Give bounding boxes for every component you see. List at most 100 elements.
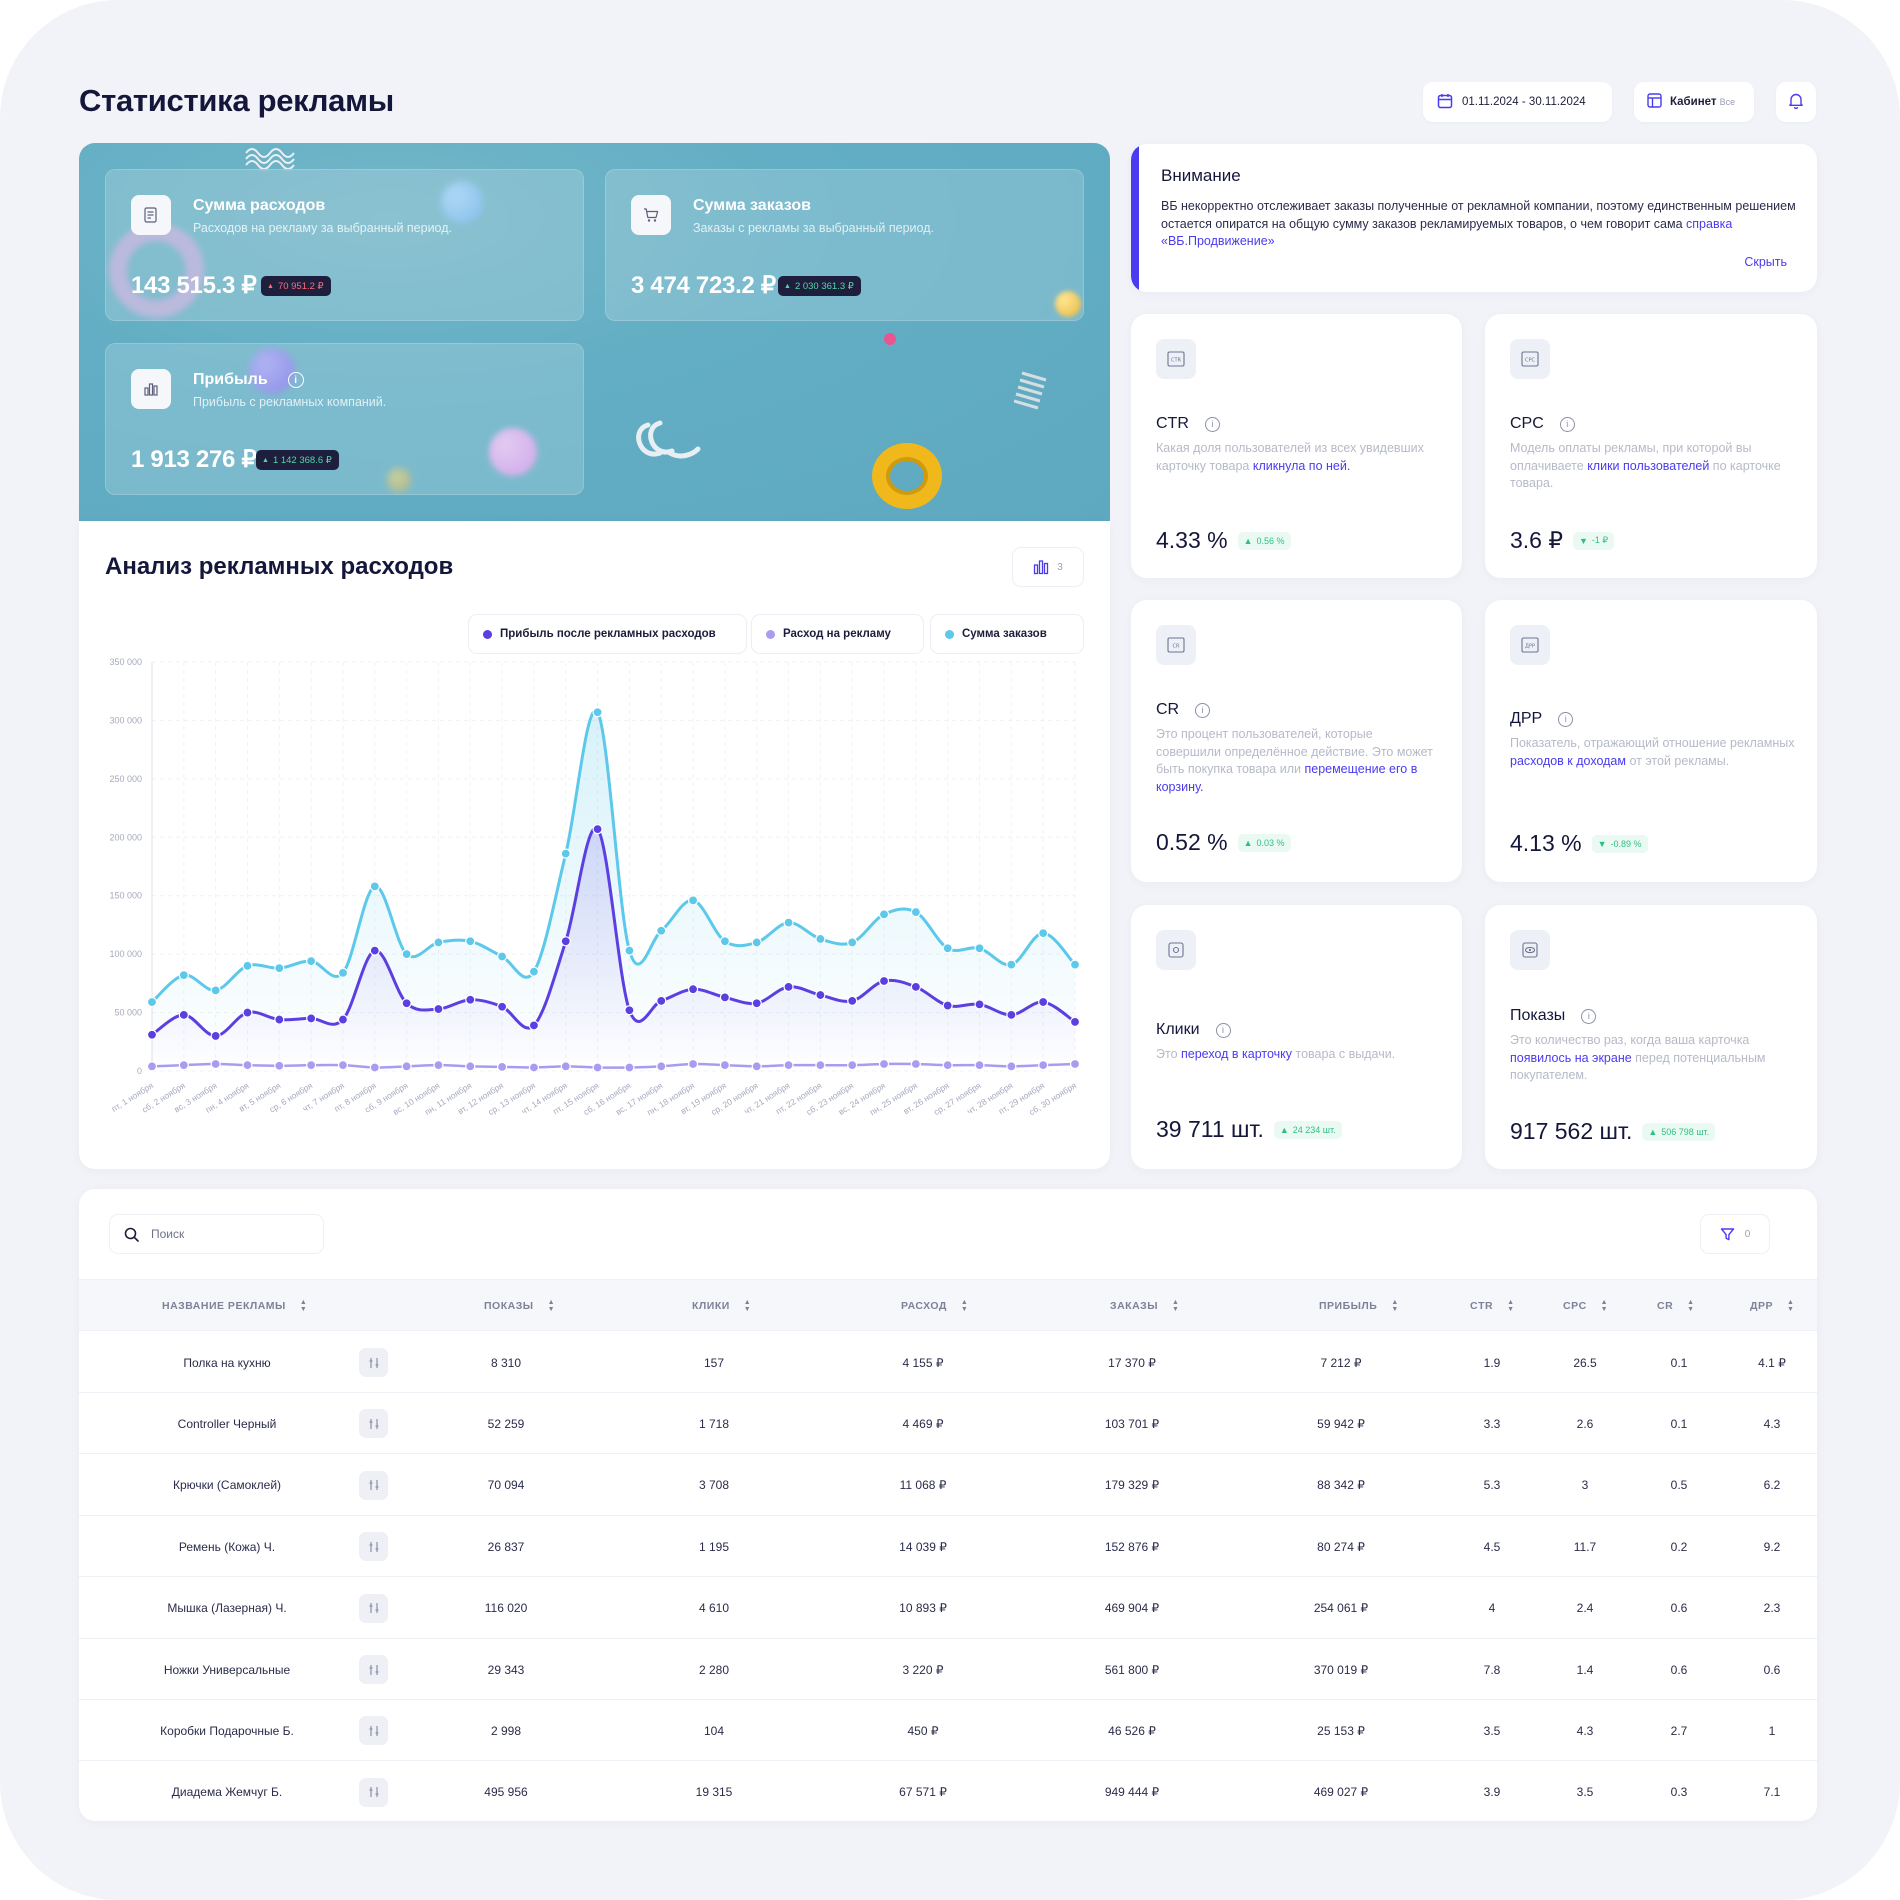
column-header[interactable]: ДРР ▲ ▼ (1750, 1280, 1794, 1332)
notifications-button[interactable] (1776, 82, 1816, 122)
date-range-picker[interactable]: 01.11.2024 - 30.11.2024 (1423, 82, 1612, 122)
ctr-description-link[interactable]: кликнула по ней. (1252, 458, 1351, 473)
filter-button[interactable]: 0 (1700, 1214, 1770, 1254)
legend-profit[interactable]: Прибыль после рекламных расходов (468, 614, 747, 654)
column-header[interactable]: ЗАКАЗЫ ▲ ▼ (1110, 1280, 1179, 1332)
table-row[interactable]: Коробки Подарочные Б. 2 998 104 450 ₽ 46 526… (79, 1700, 1817, 1762)
column-header-label: CTR (1470, 1300, 1494, 1312)
data-point (878, 1058, 890, 1070)
info-icon[interactable]: i (287, 372, 304, 388)
views-description: Это количество раз, когда ваша карточка … (1510, 1032, 1795, 1085)
ad-name-cell: Коробки Подарочные Б. (160, 1723, 294, 1738)
sliders-icon (369, 1664, 378, 1675)
accent-bar (1131, 144, 1139, 292)
column-header[interactable]: CPC ▲ ▼ (1563, 1280, 1608, 1332)
column-header[interactable]: НАЗВАНИЕ РЕКЛАМЫ ▲ ▼ (162, 1280, 307, 1332)
table-cell: 11 068 ₽ (899, 1478, 947, 1493)
row-settings-button[interactable] (359, 1470, 388, 1500)
info-icon[interactable]: i (1204, 416, 1220, 432)
info-icon[interactable]: i (1559, 416, 1575, 432)
table-row[interactable]: Controller Черный 52 259 1 718 4 469 ₽ 103 7… (79, 1393, 1817, 1455)
data-point (815, 989, 826, 1001)
sort-icon[interactable]: ▲ ▼ (1172, 1299, 1180, 1313)
sort-icon[interactable]: ▲ ▼ (1600, 1299, 1609, 1313)
column-header[interactable]: CR ▲ ▼ (1657, 1280, 1695, 1332)
help-link[interactable]: справка «ВБ.Продвижение» (1161, 216, 1733, 249)
cr-card: CR CR i Это процент пользователей, которы… (1131, 600, 1462, 882)
filter-icon (1720, 1227, 1734, 1240)
sort-icon[interactable]: ▲ ▼ (1687, 1299, 1695, 1313)
data-point (592, 707, 603, 718)
column-header[interactable]: CTR ▲ ▼ (1470, 1280, 1515, 1332)
data-point (783, 981, 794, 992)
legend-orders[interactable]: Сумма заказов (930, 614, 1084, 654)
table-row[interactable]: Ножки Универсальные 29 343 2 280 3 220 ₽ 561… (79, 1639, 1817, 1700)
data-point (401, 998, 412, 1009)
column-header[interactable]: ПРИБЫЛЬ ▲ ▼ (1319, 1280, 1399, 1332)
sort-icon[interactable]: ▲ ▼ (1507, 1299, 1515, 1313)
sort-icon[interactable]: ▲ ▼ (743, 1299, 752, 1313)
row-settings-button[interactable] (359, 1716, 388, 1746)
cpc-description-link[interactable]: клики пользователей (1587, 458, 1710, 473)
cr-title-text: CR (1156, 701, 1180, 718)
table-cell: 26 837 (487, 1539, 525, 1554)
date-range-text: 01.11.2024 - 30.11.2024 (1462, 96, 1586, 108)
cpc-description-tail: по карточке товара. (1510, 458, 1781, 491)
info-icon[interactable]: i (1215, 1022, 1231, 1038)
row-settings-button[interactable] (359, 1593, 388, 1623)
bell-icon (1788, 92, 1804, 112)
ctr-icon-label: CTR (1171, 358, 1182, 364)
data-point (433, 937, 444, 948)
cpc-icon-label: CPC (1525, 358, 1536, 364)
chart-type-button[interactable]: 3 (1012, 547, 1084, 587)
ad-name-cell: Полка на кухню (183, 1355, 271, 1370)
data-point (1069, 1058, 1081, 1070)
column-header[interactable]: РАСХОД ▲ ▼ (901, 1280, 968, 1332)
sort-icon[interactable]: ▲ ▼ (299, 1299, 308, 1313)
table-cell: 469 904 ₽ (1104, 1601, 1160, 1616)
sort-icon[interactable]: ▲ ▼ (547, 1299, 556, 1313)
bar-chart-icon (1034, 560, 1049, 575)
row-settings-button[interactable] (359, 1777, 388, 1807)
sort-icon[interactable]: ▲ ▼ (1391, 1299, 1399, 1313)
row-settings-button[interactable] (359, 1655, 388, 1684)
expenses-analysis-card: Анализ рекламных расходов 3 Прибыль посл… (79, 521, 1110, 1169)
drr-icon: ДРР (1510, 625, 1550, 665)
cabinet-selector[interactable]: Кабинет Все (1634, 82, 1754, 122)
legend-expense[interactable]: Расход на рекламу (751, 614, 924, 654)
table-row[interactable]: Диадема Жемчуг Б. 495 956 19 315 67 571 ₽ 94… (79, 1762, 1817, 1821)
views-title-text: Показы (1510, 1007, 1566, 1024)
series-area (152, 828, 1075, 1071)
drr-description-link[interactable]: расходов к доходам (1510, 753, 1626, 768)
data-point (815, 933, 826, 945)
row-settings-button[interactable] (359, 1532, 388, 1562)
table-row[interactable]: Мышка (Лазерная) Ч. 116 020 4 610 10 893 ₽ 4… (79, 1578, 1817, 1639)
info-icon[interactable]: i (1558, 711, 1574, 727)
ad-name-cell: Диадема Жемчуг Б. (171, 1785, 283, 1800)
views-description-link[interactable]: появилось на экране (1510, 1050, 1632, 1065)
clicks-value: 39 711 шт. (1156, 1116, 1264, 1142)
info-icon[interactable]: i (1581, 1008, 1597, 1024)
search-input[interactable]: Поиск (109, 1214, 324, 1254)
data-point (847, 995, 858, 1006)
data-point (942, 943, 953, 954)
row-settings-button[interactable] (359, 1348, 388, 1377)
data-point (274, 1014, 285, 1025)
legend-label: Сумма заказов (962, 628, 1047, 640)
hide-button[interactable]: Скрыть (1744, 255, 1787, 269)
sort-icon[interactable]: ▲ ▼ (1787, 1299, 1795, 1313)
table-row[interactable]: Полка на кухню 8 310 157 4 155 ₽ 17 370 ₽ 7 2… (79, 1332, 1817, 1393)
table-row[interactable]: Ремень (Кожа) Ч. 26 837 1 195 14 039 ₽ 152 8… (79, 1516, 1817, 1578)
data-point (1069, 1016, 1081, 1028)
column-header[interactable]: ПОКАЗЫ ▲ ▼ (484, 1280, 555, 1332)
table-cell: 4.3 (1763, 1416, 1781, 1431)
table-row[interactable]: Крючки (Самоклей) 70 094 3 708 11 068 ₽ 179 … (79, 1455, 1817, 1516)
row-settings-button[interactable] (359, 1409, 388, 1439)
data-point (306, 956, 317, 967)
info-icon[interactable]: i (1195, 702, 1211, 718)
clicks-description-link[interactable]: переход в карточку (1181, 1047, 1293, 1061)
data-point (687, 984, 699, 995)
column-header[interactable]: КЛИКИ ▲ ▼ (692, 1280, 751, 1332)
sort-icon[interactable]: ▲ ▼ (960, 1299, 969, 1313)
cr-description-link[interactable]: перемещение его в корзину. (1156, 762, 1418, 794)
